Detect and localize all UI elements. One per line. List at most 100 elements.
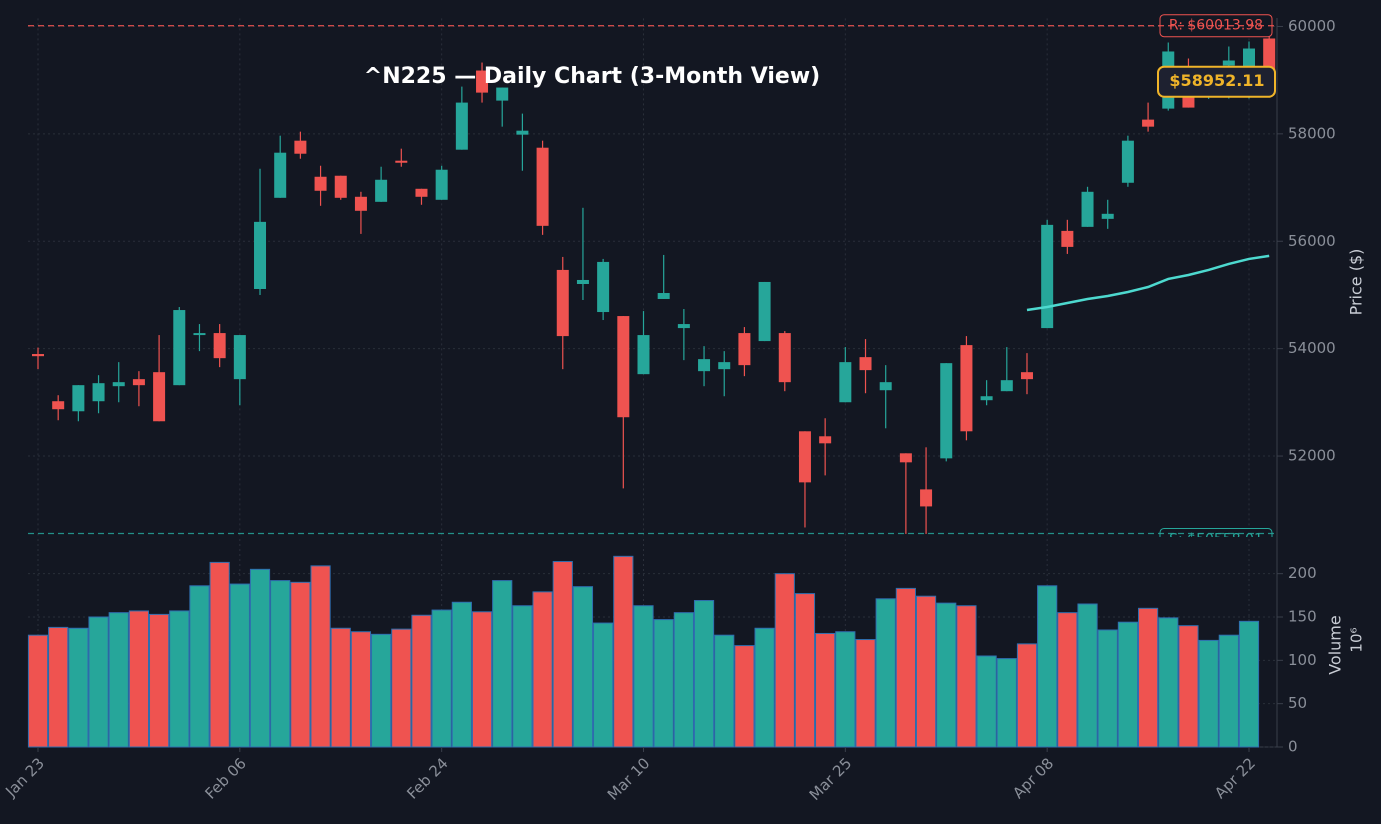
volume-bar [492,580,513,748]
volume-bar [593,622,614,748]
y-tick-label: 100 [1288,651,1317,669]
volume-bar [673,612,694,748]
candle-body [617,316,630,418]
volume-bar [88,616,109,748]
candle-body [173,310,186,386]
volume-bar [169,610,190,748]
y-tick-label: 60000 [1288,17,1336,35]
candle-body [496,87,509,101]
candle-body [698,359,711,372]
candle-body [395,160,408,163]
resistance-label: R: $60013.98 [1169,18,1263,34]
candle-body [637,335,650,375]
volume-bar [411,614,432,748]
y-tick-label: 54000 [1288,339,1336,357]
candle-body [798,431,811,483]
chart-title: ^N225 — Daily Chart (3-Month View) [364,64,820,89]
candle-body [758,281,771,342]
candle-body [879,382,892,391]
y-axis-unit: 10⁶ [1348,627,1366,652]
candle-body [334,175,347,198]
candle-body [1041,224,1054,329]
y-tick-label: 58000 [1288,124,1336,142]
candle-body [899,453,912,463]
candle-body [1000,380,1013,392]
volume-bar [1238,620,1260,748]
volume-bar [310,565,331,748]
candle-body [657,293,670,299]
volume-bar [693,600,715,748]
volume-bar [714,634,735,748]
volume-bar [754,627,775,748]
candle-body [455,102,468,150]
candle-body [92,383,105,402]
volume-bar [915,595,937,748]
volume-bar [471,611,493,748]
volume-bar [330,627,351,748]
y-tick-label: 200 [1288,564,1317,582]
candle-body [52,401,65,410]
candle-body [1121,140,1134,183]
candle-body [1101,213,1114,219]
candle-body [576,279,589,284]
volume-bar [249,568,271,748]
candle-body [778,333,791,383]
y-axis-label: Price ($) [1347,249,1366,316]
y-tick-label: 0 [1288,738,1298,756]
support-label: S: $50558.01 [1169,531,1263,547]
candle-body [980,396,993,401]
volume-bar [27,634,49,748]
candle-body [1020,372,1033,380]
last-price-badge [1157,65,1276,98]
candle-body [819,436,832,444]
volume-bar [996,658,1017,748]
volume-bar [512,605,533,748]
candle-body [516,130,529,135]
volume-bar [451,601,472,748]
volume-bar [653,619,674,748]
candle-body [375,179,388,202]
moving-average-line [1026,254,1270,312]
volume-bar [209,561,230,748]
candle-body [32,354,44,357]
candle-body [940,363,953,459]
candle-body [960,345,973,432]
volume-bar [108,612,129,748]
candle-body [193,333,206,336]
candle-body [153,372,166,422]
volume-bar [149,613,170,748]
volume-bar [1117,621,1138,748]
volume-bar [1037,585,1058,748]
candle-body [476,70,489,93]
volume-bar [229,583,250,748]
volume-bar [774,573,795,748]
volume-bar [532,591,553,748]
volume-bar [794,593,816,748]
volume-bar [1137,607,1159,748]
volume-bar [815,632,836,748]
volume-bar [350,631,372,748]
volume-bar [189,585,210,748]
volume-bar [1178,625,1199,748]
volume-bar [128,610,150,748]
y-axis-label: Volume [1326,615,1345,675]
volume-bar [1158,617,1179,748]
support-badge [1159,527,1273,537]
candle-body [1061,230,1074,247]
volume-panel [27,539,1277,748]
candle-body [920,489,933,507]
volume-bar [936,602,957,748]
candle-body [597,261,610,313]
candle-body [1081,191,1094,227]
volume-bar [290,581,311,748]
volume-bar [895,587,916,748]
volume-bar [835,631,856,748]
candle-body [132,379,145,386]
last-price-label: $58952.11 [1169,71,1264,90]
volume-bar [431,609,452,748]
candle-body [435,169,448,200]
volume-bar [572,586,594,748]
volume-bar [1016,643,1038,748]
candle-body [1222,60,1235,66]
